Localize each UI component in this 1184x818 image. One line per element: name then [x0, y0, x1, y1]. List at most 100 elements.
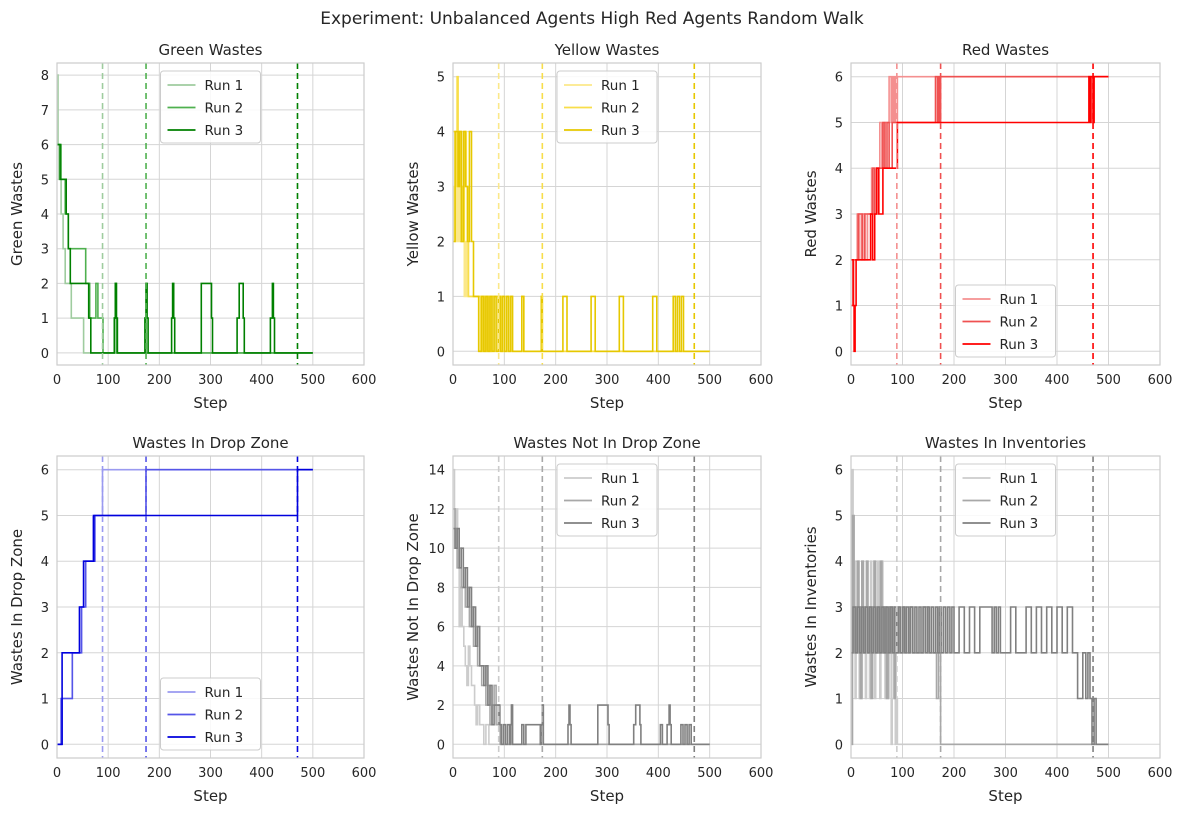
y-tick-label: 12 [428, 503, 445, 518]
axes-frame [56, 62, 365, 366]
legend-label-run-3: Run 3 [1000, 337, 1039, 353]
x-tick-label: 0 [53, 373, 61, 388]
y-tick-label: 5 [437, 71, 445, 86]
y-tick-label: 4 [41, 208, 49, 223]
legend-label-run-1: Run 1 [601, 78, 640, 94]
x-axis-label: Step [193, 787, 227, 805]
legend-label-run-3: Run 3 [1000, 516, 1039, 532]
y-axis-label: Red Wastes [802, 170, 820, 257]
y-tick-label: 4 [437, 126, 445, 141]
legend-label-run-1: Run 1 [1000, 292, 1039, 308]
x-axis-label: Step [988, 787, 1022, 805]
y-tick-label: 8 [437, 581, 445, 596]
y-tick-label: 3 [835, 208, 843, 223]
series-group [453, 456, 710, 758]
legend-box [160, 677, 261, 751]
y-axis-label: Yellow Wastes [404, 161, 422, 267]
legend: Run 1 Run 2 Run 3 [160, 677, 261, 751]
legend-label-run-3: Run 3 [205, 730, 244, 746]
series-line-run-3 [453, 527, 710, 746]
y-tick-label: 0 [41, 347, 49, 362]
figure-title: Experiment: Unbalanced Agents High Red A… [320, 9, 864, 29]
series-line-run-3 [851, 75, 1109, 353]
legend-label-run-2: Run 2 [205, 101, 244, 117]
y-axis-label: Green Wastes [8, 162, 26, 266]
x-tick-label: 500 [1096, 373, 1121, 388]
legend: Run 1 Run 2 Run 3 [556, 70, 658, 144]
x-tick-label: 100 [492, 373, 517, 388]
legend-label-run-1: Run 1 [601, 471, 640, 487]
x-tick-label: 300 [198, 373, 223, 388]
legend-label-run-3: Run 3 [601, 516, 640, 532]
x-tick-label: 600 [1148, 373, 1173, 388]
panel-title: Wastes In Drop Zone [132, 434, 288, 452]
y-tick-label: 6 [41, 139, 49, 154]
x-tick-label: 0 [847, 766, 855, 781]
x-tick-label: 0 [847, 373, 855, 388]
legend: Run 1 Run 2 Run 3 [160, 70, 261, 144]
y-tick-label: 5 [835, 509, 843, 524]
series-line-run-1 [453, 468, 710, 746]
y-tick-label: 0 [835, 738, 843, 753]
series-line-run-3 [57, 468, 313, 746]
x-tick-label: 400 [1045, 373, 1070, 388]
legend-label-run-2: Run 2 [1000, 494, 1039, 510]
x-tick-label: 600 [749, 373, 774, 388]
y-tick-label: 2 [437, 699, 445, 714]
x-tick-label: 400 [1045, 766, 1070, 781]
series-line-run-2 [851, 75, 1109, 307]
y-tick-label: 6 [41, 464, 49, 479]
x-tick-label: 100 [96, 766, 121, 781]
x-tick-label: 100 [890, 373, 915, 388]
y-tick-label: 5 [835, 116, 843, 131]
axes-frame [850, 62, 1161, 366]
series-group [453, 63, 710, 365]
y-tick-label: 4 [437, 660, 445, 675]
axes-frame [56, 455, 365, 759]
y-tick-label: 6 [835, 464, 843, 479]
y-tick-label: 4 [41, 555, 49, 570]
x-tick-label: 100 [96, 373, 121, 388]
legend: Run 1 Run 2 Run 3 [955, 463, 1056, 537]
y-tick-label: 1 [41, 693, 49, 708]
series-group [851, 63, 1109, 365]
axes-frame [452, 62, 762, 366]
y-tick-label: 8 [41, 69, 49, 84]
x-tick-label: 500 [697, 373, 722, 388]
legend-label-run-1: Run 1 [1000, 471, 1039, 487]
x-tick-label: 400 [249, 766, 274, 781]
x-tick-label: 400 [646, 766, 671, 781]
y-tick-label: 4 [835, 162, 843, 177]
x-axis-label: Step [590, 787, 624, 805]
x-axis-label: Step [590, 394, 624, 412]
y-tick-label: 5 [41, 173, 49, 188]
x-tick-label: 200 [147, 373, 172, 388]
x-tick-label: 0 [449, 373, 457, 388]
series-line-run-3 [57, 143, 313, 354]
series-line-run-3 [453, 130, 710, 353]
series-line-run-3 [851, 606, 1109, 746]
series-group [57, 456, 313, 758]
panel-title: Wastes Not In Drop Zone [513, 434, 700, 452]
y-tick-label: 2 [41, 647, 49, 662]
y-tick-label: 14 [428, 464, 445, 479]
x-tick-label: 200 [147, 766, 172, 781]
panel-title: Yellow Wastes [554, 41, 660, 59]
x-tick-label: 600 [352, 373, 377, 388]
legend: Run 1 Run 2 Run 3 [955, 284, 1056, 358]
y-axis-label: Wastes Not In Drop Zone [404, 513, 422, 700]
x-tick-label: 100 [890, 766, 915, 781]
y-tick-label: 0 [437, 345, 445, 360]
y-tick-label: 7 [41, 104, 49, 119]
y-tick-label: 2 [835, 647, 843, 662]
chart-panel-4: 0 100 200 300 400 500 600 0 1 2 3 4 5 6 Wastes In Drop… [8, 434, 376, 805]
legend-label-run-2: Run 2 [1000, 315, 1039, 331]
y-tick-label: 2 [835, 254, 843, 269]
x-tick-label: 100 [492, 766, 517, 781]
x-tick-label: 300 [595, 766, 620, 781]
x-tick-label: 300 [993, 373, 1018, 388]
y-tick-label: 0 [437, 738, 445, 753]
x-tick-label: 300 [993, 766, 1018, 781]
panel-title: Red Wastes [962, 41, 1049, 59]
y-tick-label: 3 [437, 181, 445, 196]
